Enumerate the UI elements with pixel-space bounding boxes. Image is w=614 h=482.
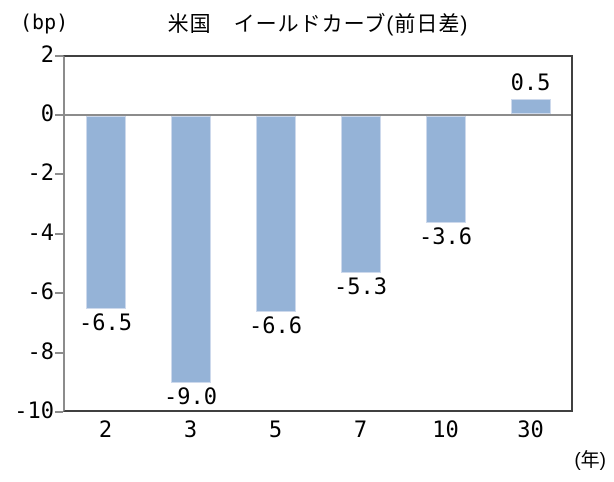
y-tick-mark [55, 173, 63, 176]
bar-value-label: -6.5 [79, 311, 132, 337]
x-tick-label: 3 [183, 418, 198, 443]
y-tick-label: -8 [27, 339, 55, 365]
y-tick-mark [55, 351, 63, 354]
x-axis-unit-label: (年) [574, 450, 606, 471]
y-tick-mark [55, 54, 63, 57]
x-tick-label: 30 [517, 418, 544, 443]
bar-value-label: 0.5 [510, 71, 551, 97]
y-tick-label: -6 [27, 280, 55, 306]
plot-area [63, 55, 573, 412]
y-tick-mark [55, 232, 63, 235]
bar-2y [85, 116, 126, 310]
y-tick-label: -2 [27, 161, 55, 187]
bar-3y [170, 116, 211, 384]
bar-value-label: -6.6 [249, 314, 302, 340]
y-tick-label: 2 [40, 42, 54, 68]
x-tick-label: 10 [432, 418, 459, 443]
bar-30y [510, 99, 551, 114]
x-tick-label: 5 [268, 418, 283, 443]
bar-value-label: -9.0 [164, 385, 217, 411]
zero-gridline [65, 114, 571, 116]
bar-5y [255, 116, 296, 313]
y-tick-mark [55, 411, 63, 413]
y-tick-mark [55, 292, 63, 295]
bar-7y [340, 116, 381, 274]
y-tick-mark [55, 114, 63, 116]
bar-value-label: -3.6 [419, 224, 472, 250]
y-tick-label: -4 [27, 220, 55, 246]
y-axis-unit-label: (bp) [20, 10, 69, 34]
x-tick-label: 7 [353, 418, 368, 443]
x-tick-label: 2 [98, 418, 113, 443]
chart-title: 米国 イールドカーブ(前日差) [167, 13, 469, 36]
bar-value-label: -5.3 [334, 275, 387, 301]
bar-10y [425, 116, 466, 223]
y-tick-label: 0 [40, 102, 54, 127]
y-tick-label: -10 [14, 399, 54, 424]
